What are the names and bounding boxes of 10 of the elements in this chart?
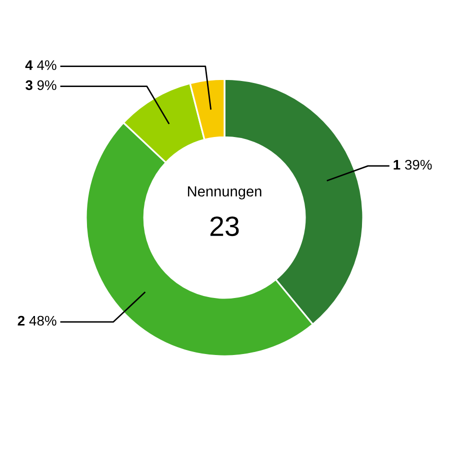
text: Nennungen <box>188 186 262 200</box>
data-label: 9% <box>37 80 56 90</box>
data-label: 39% <box>405 160 432 170</box>
data-label: 48% <box>29 316 56 326</box>
data-label: 4% <box>37 60 56 70</box>
slice-label: 3 <box>26 80 32 90</box>
slice-label: 4 <box>25 60 33 70</box>
text: 23 <box>210 216 239 236</box>
slice-label: 2 <box>18 316 25 326</box>
slice-label: 1 <box>394 160 400 170</box>
